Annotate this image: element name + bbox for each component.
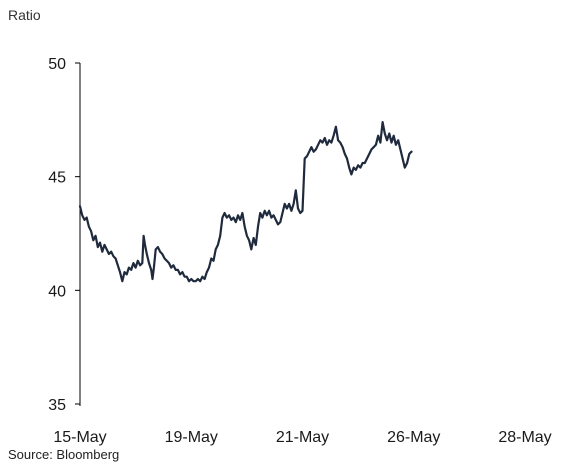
series-line <box>78 121 413 283</box>
x-axis-ticks: 15-May 19-May 21-May 26-May 28-May <box>53 429 551 446</box>
y-axis-label: Ratio <box>8 7 41 23</box>
y-axis-ticks: 35 40 45 50 <box>48 56 80 414</box>
y-tick-label: 50 <box>48 56 66 73</box>
x-tick-label: 21-May <box>276 429 329 446</box>
x-tick-label: 28-May <box>498 429 551 446</box>
x-tick-label: 26-May <box>387 429 440 446</box>
y-tick-label: 45 <box>48 170 66 187</box>
y-tick-label: 40 <box>48 283 66 300</box>
source-note: Source: Bloomberg <box>8 447 120 462</box>
x-tick-label: 19-May <box>165 429 218 446</box>
x-tick-label: 15-May <box>53 429 106 446</box>
y-tick-label: 35 <box>48 397 66 414</box>
